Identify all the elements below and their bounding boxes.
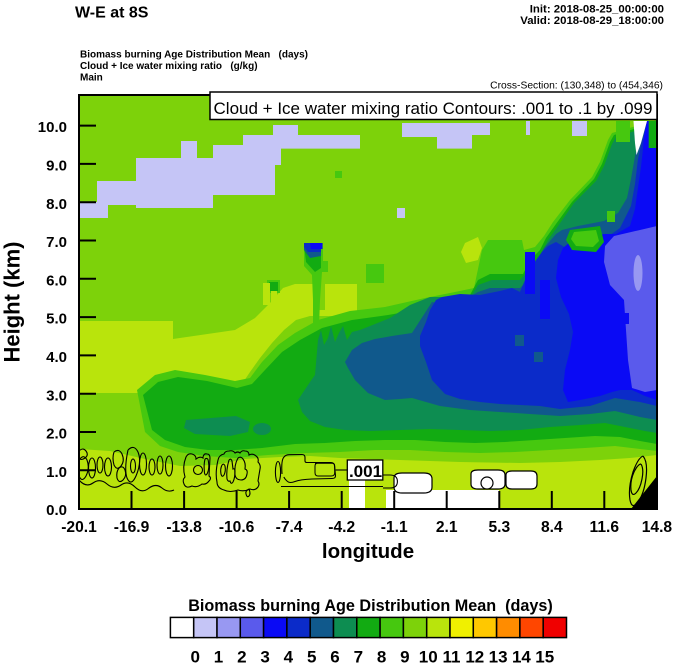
- svg-text:Init: 2018-08-25_00:00:00: Init: 2018-08-25_00:00:00: [530, 4, 664, 16]
- svg-text:11.6: 11.6: [590, 519, 620, 536]
- svg-text:Main: Main: [80, 73, 103, 84]
- svg-text:Valid: 2018-08-29_18:00:00: Valid: 2018-08-29_18:00:00: [520, 15, 664, 27]
- svg-text:Cross-Section: (130,348) to (4: Cross-Section: (130,348) to (454,346): [490, 81, 663, 92]
- svg-text:11: 11: [443, 648, 461, 667]
- svg-text:W-E at 8S: W-E at 8S: [75, 5, 149, 22]
- svg-text:8: 8: [377, 648, 386, 667]
- svg-text:12: 12: [465, 648, 484, 667]
- svg-text:8.4: 8.4: [541, 519, 563, 536]
- svg-text:5.0: 5.0: [46, 311, 67, 328]
- svg-text:Height (km): Height (km): [0, 242, 25, 363]
- svg-text:10: 10: [419, 648, 438, 667]
- svg-text:9: 9: [400, 648, 409, 667]
- svg-text:7: 7: [354, 648, 363, 667]
- svg-text:4: 4: [284, 648, 294, 667]
- svg-text:14: 14: [512, 648, 531, 667]
- svg-text:15: 15: [535, 648, 554, 667]
- svg-text:9.0: 9.0: [46, 158, 67, 175]
- svg-text:-4.2: -4.2: [328, 519, 355, 536]
- svg-text:Cloud + Ice water mixing ratio: Cloud + Ice water mixing ratio Contours:…: [214, 99, 653, 118]
- svg-text:7.0: 7.0: [46, 234, 67, 251]
- svg-text:5: 5: [307, 648, 316, 667]
- svg-text:Cloud + Ice water mixing ratio: Cloud + Ice water mixing ratio (g/kg): [80, 61, 258, 72]
- svg-text:-10.6: -10.6: [219, 519, 255, 536]
- svg-text:4.0: 4.0: [46, 349, 67, 366]
- svg-text:8.0: 8.0: [46, 196, 67, 213]
- svg-text:1: 1: [214, 648, 223, 667]
- svg-text:0: 0: [190, 648, 199, 667]
- svg-text:-1.1: -1.1: [381, 519, 408, 536]
- svg-text:.001: .001: [349, 462, 382, 481]
- svg-text:Biomass burning Age Distributi: Biomass burning Age Distribution Mean (d…: [80, 50, 308, 61]
- svg-text:5.3: 5.3: [488, 519, 510, 536]
- svg-text:3.0: 3.0: [46, 387, 67, 404]
- svg-text:-7.4: -7.4: [276, 519, 303, 536]
- svg-text:-16.9: -16.9: [114, 519, 150, 536]
- svg-text:0.0: 0.0: [46, 502, 67, 519]
- svg-text:2: 2: [237, 648, 246, 667]
- svg-text:6.0: 6.0: [46, 272, 67, 289]
- svg-text:2.1: 2.1: [436, 519, 458, 536]
- svg-text:13: 13: [489, 648, 508, 667]
- svg-text:6: 6: [330, 648, 339, 667]
- svg-text:Biomass burning Age Distributi: Biomass burning Age Distribution Mean (d…: [188, 597, 553, 615]
- svg-text:14.8: 14.8: [642, 519, 673, 536]
- svg-text:10.0: 10.0: [38, 119, 67, 136]
- svg-text:1.0: 1.0: [46, 464, 67, 481]
- svg-text:-13.8: -13.8: [166, 519, 202, 536]
- svg-text:3: 3: [260, 648, 269, 667]
- svg-text:longitude: longitude: [322, 540, 414, 563]
- svg-text:2.0: 2.0: [46, 426, 67, 443]
- svg-text:-20.1: -20.1: [61, 519, 97, 536]
